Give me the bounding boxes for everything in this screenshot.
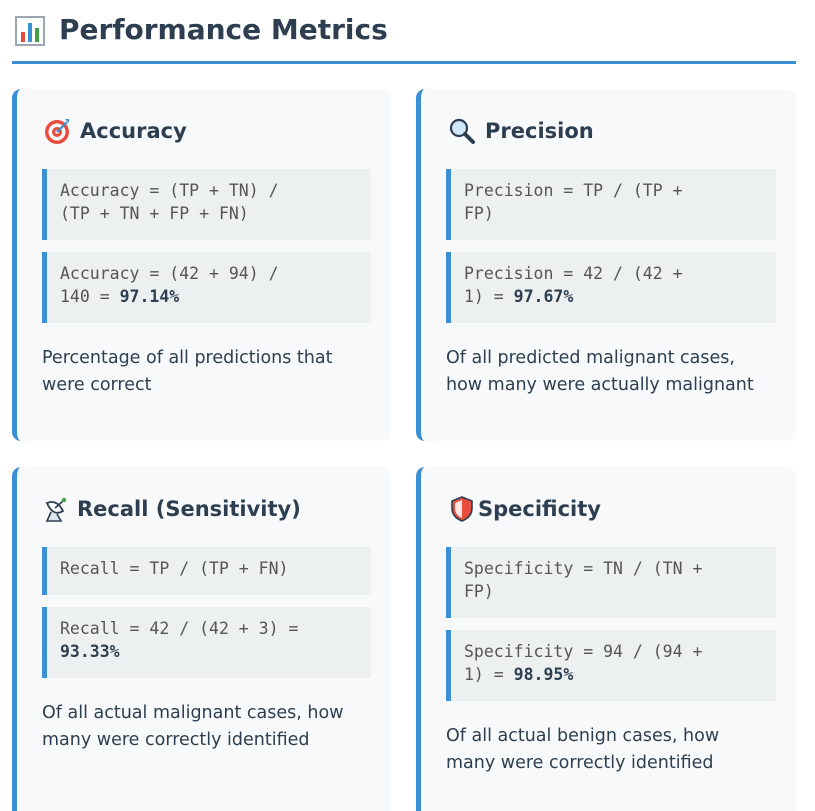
page-title: Performance Metrics	[59, 13, 388, 46]
formula-line: Recall = TP / (TP + FN)	[60, 559, 289, 578]
card-description: Of all actual benign cases, how many wer…	[446, 723, 719, 777]
card-title: Specificity	[478, 497, 601, 521]
formula-line: (TP + TN + FP + FN)	[60, 204, 249, 223]
magnifier-icon	[449, 118, 475, 144]
metric-card-precision: Precision Precision = TP / (TP + FP) Pre…	[416, 89, 796, 441]
metric-card-specificity: Specificity Specificity = TN / (TN + FP)…	[416, 467, 796, 811]
calculation-result: 97.67%	[513, 287, 574, 306]
calculation-line: Precision = 42 / (42 +	[464, 264, 683, 283]
formula-box: Specificity = TN / (TN + FP)	[446, 547, 776, 618]
metric-card-accuracy: Accuracy Accuracy = (TP + TN) / (TP + TN…	[12, 89, 391, 441]
calculation-line: Accuracy = (42 + 94) /	[60, 264, 279, 283]
metric-card-recall: Recall (Sensitivity) Recall = TP / (TP +…	[12, 467, 391, 811]
calculation-prefix: 1) =	[464, 287, 514, 306]
calculation-box: Specificity = 94 / (94 + 1) = 98.95%	[446, 630, 776, 701]
description-line: how many were actually malignant	[446, 375, 754, 395]
calculation-box: Precision = 42 / (42 + 1) = 97.67%	[446, 252, 776, 323]
calculation-line: Recall = 42 / (42 + 3) =	[60, 619, 299, 638]
satellite-dish-icon	[45, 497, 67, 522]
formula-line: FP)	[464, 204, 494, 223]
calculation-prefix: 1) =	[464, 665, 514, 684]
card-description: Of all predicted malignant cases, how ma…	[446, 345, 754, 399]
card-title: Recall (Sensitivity)	[77, 497, 301, 521]
shield-icon	[451, 496, 473, 522]
calculation-prefix: 140 =	[60, 287, 120, 306]
formula-box: Precision = TP / (TP + FP)	[446, 169, 776, 240]
description-line: were correct	[42, 375, 152, 395]
card-title: Accuracy	[80, 119, 187, 143]
description-line: Of all actual benign cases, how	[446, 726, 720, 746]
formula-line: Specificity = TN / (TN +	[464, 559, 703, 578]
calculation-box: Recall = 42 / (42 + 3) = 93.33%	[42, 607, 371, 678]
calculation-result: 93.33%	[60, 642, 120, 661]
description-line: Of all actual malignant cases, how	[42, 703, 344, 723]
description-line: Percentage of all predictions that	[42, 348, 333, 368]
page-header: Performance Metrics	[12, 0, 796, 64]
calculation-line: Specificity = 94 / (94 +	[464, 642, 703, 661]
calculation-result: 98.95%	[513, 665, 574, 684]
formula-box: Accuracy = (TP + TN) / (TP + TN + FP + F…	[42, 169, 371, 240]
card-description: Of all actual malignant cases, how many …	[42, 700, 343, 754]
formula-line: Accuracy = (TP + TN) /	[60, 181, 279, 200]
calculation-box: Accuracy = (42 + 94) / 140 = 97.14%	[42, 252, 371, 323]
target-icon	[45, 119, 69, 144]
formula-line: Precision = TP / (TP +	[464, 181, 683, 200]
formula-line: FP)	[464, 582, 494, 601]
calculation-result: 97.14%	[119, 287, 180, 306]
description-line: many were correctly identified	[446, 753, 714, 773]
card-description: Percentage of all predictions that were …	[42, 345, 332, 399]
formula-box: Recall = TP / (TP + FN)	[42, 547, 371, 595]
card-title: Precision	[485, 119, 594, 143]
description-line: Of all predicted malignant cases,	[446, 348, 735, 368]
description-line: many were correctly identified	[42, 730, 310, 750]
bar-chart-icon	[15, 16, 45, 46]
